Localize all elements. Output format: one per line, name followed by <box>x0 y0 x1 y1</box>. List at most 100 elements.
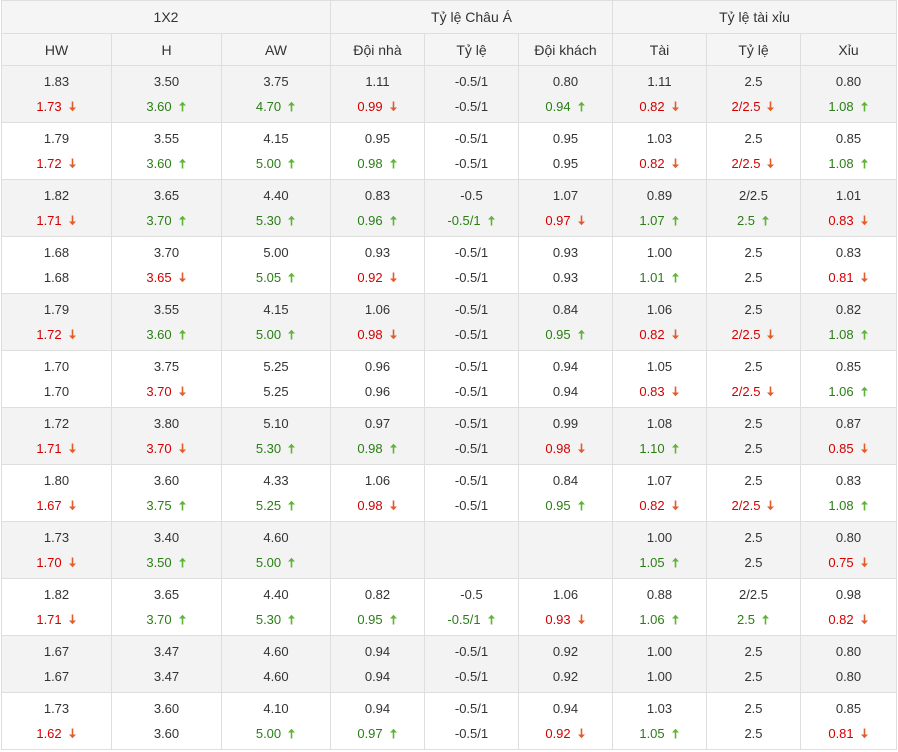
arrow-up-icon <box>577 329 586 340</box>
group-header-over-under: Tỷ lệ tài xỉu <box>612 0 897 34</box>
arrow-up-icon <box>178 500 187 511</box>
current-value: 3.65 <box>112 265 221 290</box>
current-value: 1.67 <box>2 493 111 518</box>
current-value-text: 0.81 <box>828 270 854 285</box>
arrow-up-icon <box>487 215 496 226</box>
odds-cell-away-team: 0.93 0.93 <box>518 236 613 294</box>
arrow-down-icon <box>178 272 187 283</box>
odds-cell-line: 2.5 2.5 <box>706 236 801 294</box>
arrow-down-icon <box>860 614 869 625</box>
current-value-text: 5.25 <box>255 498 282 513</box>
current-value-text: 0.98 <box>545 441 571 456</box>
current-value-text: 1.07 <box>639 213 665 228</box>
odds-cell-hw: 1.68 1.68 <box>1 236 112 294</box>
opening-value: 3.60 <box>153 473 180 488</box>
current-value: 5.00 <box>222 151 330 176</box>
current-value-text: 2/2.5 <box>731 156 761 171</box>
odds-cell-under: 0.85 0.81 <box>800 692 897 750</box>
column-header-home-team: Đội nhà <box>330 33 425 66</box>
arrow-up-icon <box>761 614 770 625</box>
opening-value: 4.60 <box>263 530 289 545</box>
odds-cell-under: 0.85 1.06 <box>800 350 897 408</box>
current-value-text: 0.94 <box>545 99 571 114</box>
current-value: 3.75 <box>112 493 221 518</box>
opening-value <box>425 525 518 550</box>
opening-value: 1.82 <box>43 188 70 203</box>
odds-cell-line: 2.5 2.5 <box>706 521 801 579</box>
current-value-text: 3.60 <box>146 156 172 171</box>
opening-value: 5.10 <box>263 416 289 431</box>
opening-value: 1.80 <box>43 473 70 488</box>
current-value: 0.82 <box>801 607 896 632</box>
arrow-up-icon <box>389 158 398 169</box>
current-value: 1.73 <box>2 94 111 119</box>
arrow-up-icon <box>487 614 496 625</box>
current-value: -0.5/1 <box>425 379 518 404</box>
odds-cell-aw: 4.40 5.30 <box>221 179 331 237</box>
opening-value: 4.60 <box>263 644 289 659</box>
current-value-text: 1.08 <box>828 99 854 114</box>
odds-cell-under: 0.80 0.80 <box>800 635 897 693</box>
current-value: 0.97 <box>331 721 424 746</box>
opening-value: 0.80 <box>835 644 862 659</box>
arrow-up-icon <box>287 101 296 112</box>
current-value-text: 1.72 <box>36 327 62 342</box>
current-value-text: -0.5/1 <box>454 99 489 114</box>
current-value: 0.82 <box>613 94 706 119</box>
current-value-text: 4.70 <box>255 99 282 114</box>
opening-value: -0.5 <box>460 587 483 602</box>
current-value-text: 0.75 <box>828 555 854 570</box>
opening-value: -0.5/1 <box>454 701 489 716</box>
odds-cell-aw: 4.60 4.60 <box>221 635 331 693</box>
current-value: 4.60 <box>222 664 330 689</box>
arrow-up-icon <box>860 158 869 169</box>
opening-value: 0.83 <box>835 473 862 488</box>
odds-cell-home-team: 0.94 0.97 <box>330 692 425 750</box>
opening-value: 0.96 <box>364 359 391 374</box>
opening-value: 0.85 <box>835 359 862 374</box>
current-value: 3.70 <box>112 607 221 632</box>
opening-value: 1.03 <box>646 131 673 146</box>
opening-value: -0.5/1 <box>454 131 489 146</box>
current-value-text: 2.5 <box>736 612 756 627</box>
odds-cell-hw: 1.79 1.72 <box>1 122 112 180</box>
current-value-text: 2.5 <box>744 726 763 741</box>
current-value <box>331 550 424 575</box>
current-value: 1.71 <box>2 208 111 233</box>
current-value: 2/2.5 <box>707 493 800 518</box>
current-value: 2/2.5 <box>707 379 800 404</box>
opening-value: 1.70 <box>43 359 70 374</box>
arrow-down-icon <box>766 101 775 112</box>
opening-value: 3.80 <box>153 416 180 431</box>
odds-cell-h: 3.60 3.60 <box>111 692 222 750</box>
opening-value: 1.08 <box>646 416 673 431</box>
current-value: 1.10 <box>613 436 706 461</box>
current-value-text: 5.00 <box>255 327 282 342</box>
arrow-down-icon <box>389 101 398 112</box>
arrow-down-icon <box>68 101 77 112</box>
opening-value: -0.5/1 <box>454 302 489 317</box>
odds-cell-hw: 1.73 1.70 <box>1 521 112 579</box>
current-value: 0.83 <box>613 379 706 404</box>
current-value: -0.5/1 <box>425 664 518 689</box>
arrow-down-icon <box>577 215 586 226</box>
arrow-down-icon <box>671 386 680 397</box>
current-value: 0.92 <box>331 265 424 290</box>
opening-value: -0.5/1 <box>454 359 489 374</box>
current-value: 3.60 <box>112 94 221 119</box>
current-value-text: 0.93 <box>552 270 579 285</box>
arrow-down-icon <box>68 557 77 568</box>
current-value: 0.93 <box>519 265 612 290</box>
opening-value: 2.5 <box>744 74 763 89</box>
odds-cell-home-team: 0.82 0.95 <box>330 578 425 636</box>
current-value-text: 1.00 <box>646 669 673 684</box>
odds-row: 1.70 1.70 3.75 3.70 5.25 5.25 0.96 0.96 -0.5/1 -0… <box>1 350 897 408</box>
odds-cell-hw: 1.72 1.71 <box>1 407 112 465</box>
opening-value: 0.83 <box>835 245 862 260</box>
odds-cell-handicap: -0.5/1 -0.5/1 <box>424 464 519 522</box>
odds-cell-over: 1.00 1.00 <box>612 635 707 693</box>
odds-cell-line: 2/2.5 2.5 <box>706 578 801 636</box>
opening-value: 3.65 <box>153 188 180 203</box>
opening-value: -0.5/1 <box>454 74 489 89</box>
opening-value: 2.5 <box>744 302 763 317</box>
